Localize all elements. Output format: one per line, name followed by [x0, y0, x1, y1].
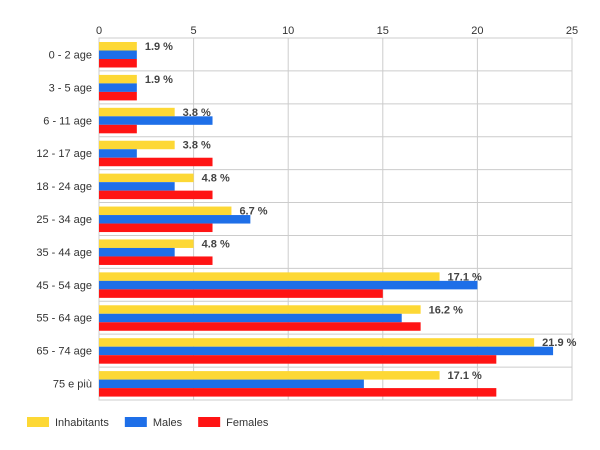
legend-item-females[interactable]: Females: [198, 417, 269, 429]
data-label-inhabitants: 17.1 %: [448, 370, 482, 382]
bar-inhabitants: [99, 74, 137, 84]
data-label-inhabitants: 6.7 %: [239, 206, 267, 218]
bar-males: [99, 215, 251, 224]
category-label: 0 - 2 age: [49, 49, 92, 61]
bar-females: [99, 190, 213, 200]
bar-inhabitants: [99, 305, 421, 314]
bar-inhabitants: [99, 206, 232, 216]
bar-females: [99, 256, 213, 265]
category-label: 55 - 64 age: [36, 313, 92, 325]
x-tick-label: 25: [566, 25, 578, 37]
bar-males: [99, 149, 137, 158]
bar-females: [99, 289, 383, 298]
bar-inhabitants: [99, 338, 535, 347]
legend-item-inhabitants[interactable]: Inhabitants: [27, 417, 109, 429]
category-label: 65 - 74 age: [36, 346, 92, 358]
data-label-inhabitants: 16.2 %: [429, 304, 463, 316]
bar-inhabitants: [99, 371, 440, 380]
category-label: 12 - 17 age: [36, 148, 92, 160]
data-label-inhabitants: 3.8 %: [183, 140, 211, 152]
bar-inhabitants: [99, 239, 194, 248]
x-tick-label: 10: [282, 25, 294, 37]
bar-males: [99, 379, 364, 389]
bar-females: [99, 322, 421, 331]
bar-females: [99, 91, 137, 101]
data-label-inhabitants: 21.9 %: [542, 337, 576, 349]
bar-males: [99, 280, 478, 290]
bar-males: [99, 313, 402, 323]
category-label: 6 - 11 age: [43, 115, 92, 127]
data-label-inhabitants: 4.8 %: [202, 173, 230, 185]
legend-label: Males: [153, 417, 183, 429]
bar-females: [99, 59, 137, 68]
category-label: 18 - 24 age: [36, 181, 92, 193]
legend[interactable]: Inhabitants Males Females: [27, 417, 269, 429]
data-label-inhabitants: 1.9 %: [145, 74, 173, 86]
bar-males: [99, 50, 137, 59]
legend-swatch: [124, 417, 147, 427]
data-label-inhabitants: 3.8 %: [183, 107, 211, 119]
x-tick-label: 0: [96, 25, 102, 37]
category-label: 35 - 44 age: [36, 247, 92, 259]
bar-males: [99, 116, 213, 125]
bar-inhabitants: [99, 42, 137, 51]
x-tick-label: 5: [191, 25, 197, 37]
legend-swatch: [27, 417, 49, 427]
y-axis-categories: 0 - 2 age 3 - 5 age 6 - 11 age 12 - 17 age 1…: [36, 49, 92, 390]
bar-males: [99, 83, 137, 92]
data-label-inhabitants: 4.8 %: [202, 238, 230, 250]
category-label: 3 - 5 age: [49, 82, 92, 94]
legend-item-males[interactable]: Males: [124, 417, 183, 429]
category-label: 75 e più: [53, 379, 92, 391]
legend-label: Inhabitants: [55, 417, 109, 429]
data-label-inhabitants: 1.9 %: [145, 41, 173, 53]
data-labels: 1.9 % 1.9 % 3.8 % 3.8 % 4.8 % 6.7 % 4.8 % 17.1 …: [145, 41, 577, 382]
category-label: 45 - 54 age: [36, 280, 92, 292]
bar-females: [99, 124, 137, 134]
bars: [99, 42, 554, 397]
bar-inhabitants: [99, 140, 175, 150]
bar-inhabitants: [99, 107, 175, 117]
bar-females: [99, 388, 497, 397]
bar-females: [99, 223, 213, 233]
legend-label: Females: [226, 417, 269, 429]
bar-inhabitants: [99, 173, 194, 183]
bar-females: [99, 157, 213, 167]
bar-males: [99, 247, 175, 257]
x-tick-label: 20: [471, 25, 483, 37]
bar-females: [99, 355, 497, 364]
bar-inhabitants: [99, 272, 440, 281]
bar-males: [99, 182, 175, 191]
x-tick-label: 15: [377, 25, 389, 37]
bar-males: [99, 346, 554, 356]
x-axis: 0 5 10 15 20 25: [96, 25, 578, 37]
data-label-inhabitants: 17.1 %: [448, 271, 482, 283]
legend-swatch: [198, 417, 221, 427]
category-label: 25 - 34 age: [36, 214, 92, 226]
